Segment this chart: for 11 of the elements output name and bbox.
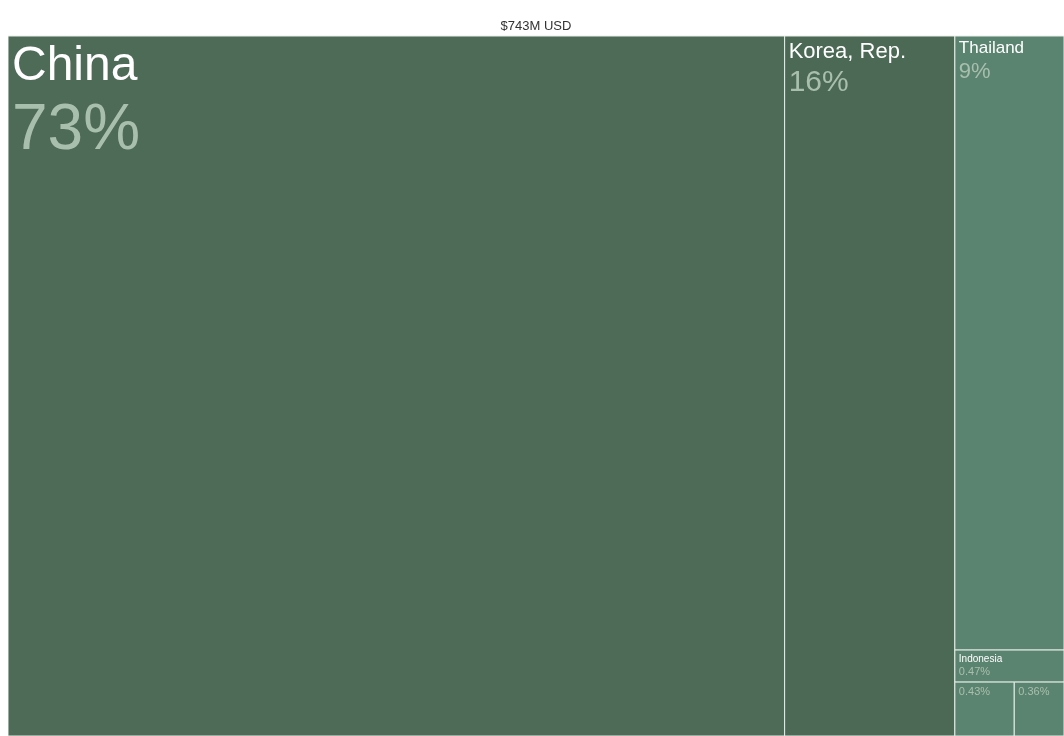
data-label: 16% — [788, 63, 849, 97]
category-label: Korea, Rep. — [788, 37, 907, 63]
category-label: China — [12, 36, 138, 90]
data-label: 0.47% — [958, 665, 991, 678]
category-label: Thailand — [958, 38, 1025, 57]
category-label: Indonesia — [958, 652, 1003, 664]
data-label: 9% — [958, 58, 991, 84]
text: $743M USD — [500, 18, 572, 33]
data-label: 0.36% — [1018, 684, 1050, 697]
data-label: 73% — [12, 91, 141, 164]
data-label: 0.43% — [958, 684, 991, 697]
